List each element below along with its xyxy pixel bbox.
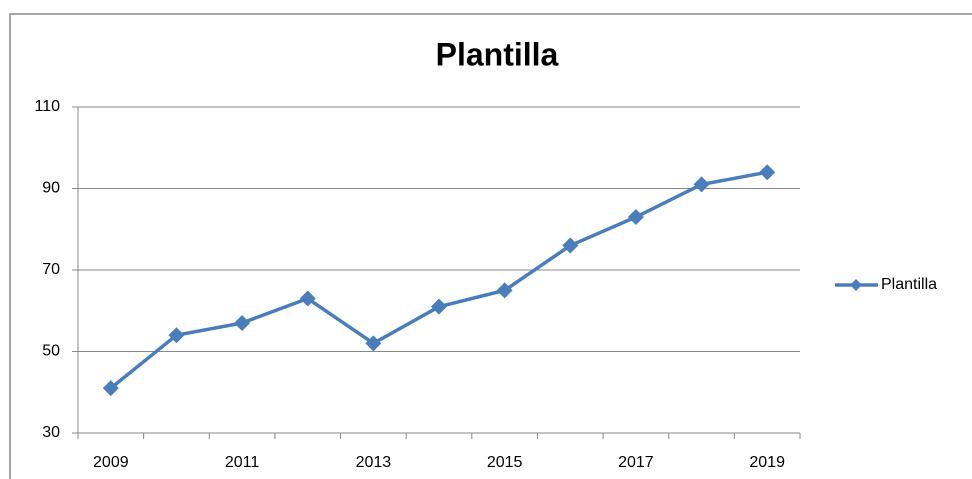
y-tick-label: 50 bbox=[42, 343, 60, 360]
point-marker bbox=[168, 327, 185, 344]
x-tick-label: 2011 bbox=[225, 454, 260, 471]
y-tick-label: 30 bbox=[42, 424, 60, 441]
legend-marker bbox=[850, 279, 862, 291]
point-marker bbox=[102, 380, 119, 397]
point-marker bbox=[365, 335, 382, 352]
point-marker bbox=[562, 237, 579, 254]
point-marker bbox=[693, 176, 710, 193]
point-marker bbox=[496, 282, 513, 299]
chart-frame bbox=[9, 13, 972, 479]
y-tick-label: 70 bbox=[42, 261, 60, 278]
x-tick-label: 2009 bbox=[93, 454, 129, 471]
point-marker bbox=[431, 298, 447, 315]
x-tick-label: 2017 bbox=[618, 454, 654, 471]
point-marker bbox=[299, 290, 316, 307]
point-marker bbox=[759, 164, 776, 181]
y-tick-label: 90 bbox=[42, 180, 60, 197]
legend-label: Plantilla bbox=[881, 276, 937, 293]
x-tick-label: 2015 bbox=[487, 454, 523, 471]
chart-title: Plantilla bbox=[436, 36, 559, 72]
point-marker bbox=[234, 314, 251, 331]
x-tick-label: 2013 bbox=[356, 454, 392, 471]
point-marker bbox=[627, 209, 644, 226]
y-tick-label: 110 bbox=[34, 98, 60, 115]
x-tick-label: 2019 bbox=[749, 454, 785, 471]
